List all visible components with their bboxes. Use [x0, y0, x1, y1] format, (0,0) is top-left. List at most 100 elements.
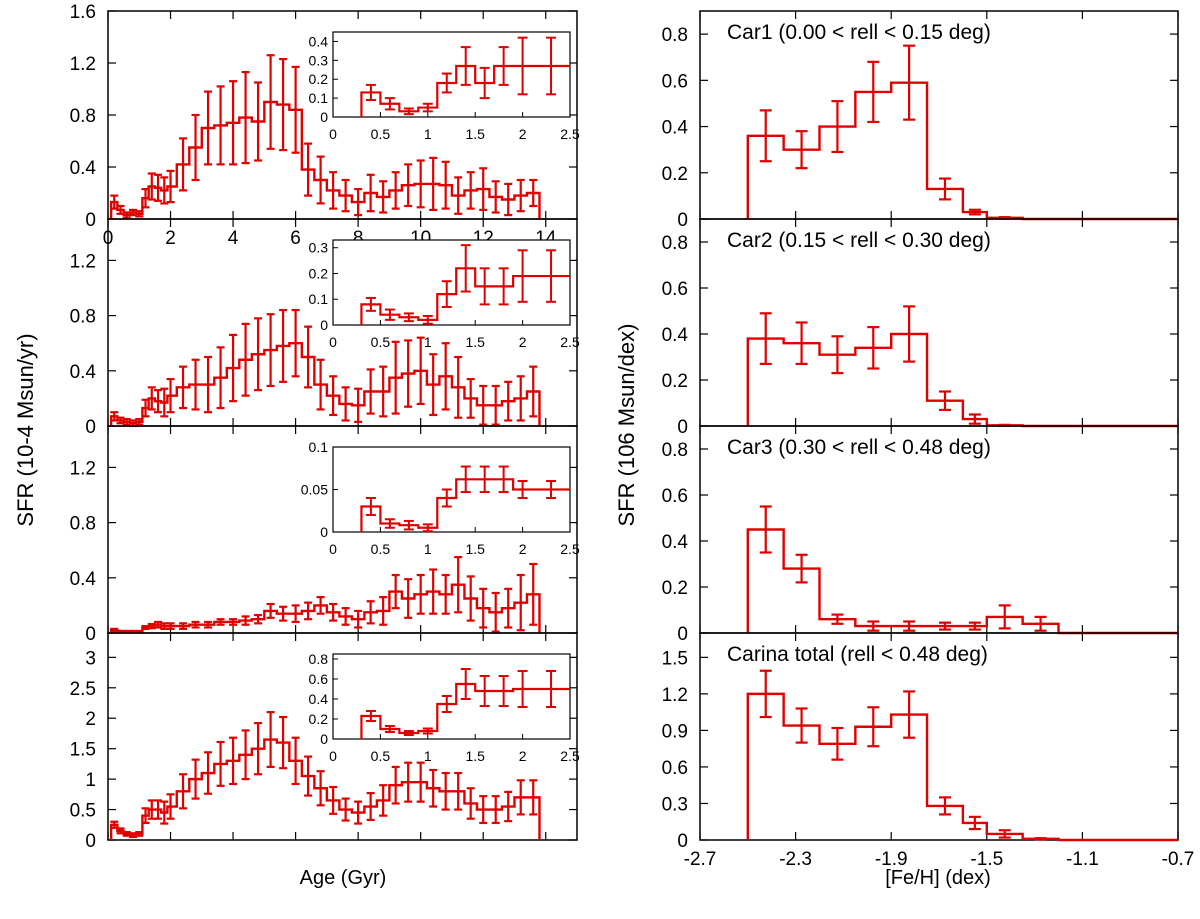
panel-age-3: 0 0.4 0.8 1.2 0 0.05 0.1 0 0.5 1 1.5 2 2.5: [70, 425, 580, 645]
y-tick-label: 0.6: [662, 486, 688, 507]
error-bar: [147, 172, 156, 201]
y-tick-label: 1.2: [70, 54, 96, 75]
inset-x-tick-label: 0: [329, 541, 337, 557]
y-tick-label: 0: [677, 831, 688, 852]
error-bar: [379, 365, 388, 418]
error-bar: [154, 173, 163, 202]
error-bar: [341, 178, 350, 213]
error-bar: [254, 613, 263, 625]
error-bar: [391, 171, 400, 210]
error-bar: [529, 562, 538, 626]
x-tick-label: -2.7: [684, 849, 717, 870]
y-tick-label: 0: [677, 210, 688, 231]
error-bar: [229, 618, 238, 626]
error-bar: [831, 726, 844, 761]
inset-x-tick-label: 2.5: [560, 126, 580, 142]
error-bar: [316, 596, 325, 615]
error-bar: [154, 389, 163, 414]
inset-error-bar: [441, 72, 452, 94]
error-bar: [441, 342, 450, 411]
x-tick-label: 8: [353, 228, 364, 249]
inset-error-bar: [498, 267, 509, 306]
inset-x-tick-label: 0.5: [371, 541, 391, 557]
inset-error-bar: [403, 107, 414, 116]
error-bar: [938, 177, 951, 201]
inset-error-bar: [498, 675, 509, 707]
error-bar: [204, 90, 213, 166]
histogram-feh-2: [746, 332, 1178, 428]
error-bar: [441, 160, 450, 210]
inset-error-bar: [403, 519, 414, 531]
error-bar: [379, 784, 388, 817]
error-bar: [279, 308, 288, 383]
y-tick-label: 1.2: [70, 251, 96, 272]
inset-age-2: 0 0.1 0.2 0.3 0 0.5 1 1.5 2 2.5: [309, 239, 580, 350]
inset-x-tick-label: 0: [329, 126, 337, 142]
error-bar: [216, 618, 225, 626]
x-tick-label: 2: [165, 228, 176, 249]
error-bar: [391, 340, 400, 415]
y-tick-label: 0.8: [662, 440, 688, 461]
error-bar: [454, 176, 463, 215]
y-tick-label: 1: [85, 770, 96, 791]
error-bar: [516, 178, 525, 213]
inset-age-3: 0 0.05 0.1 0 0.5 1 1.5 2 2.5: [301, 439, 580, 557]
inset-error-bar: [479, 66, 490, 100]
error-bar: [116, 827, 125, 835]
error-bar: [1034, 615, 1047, 632]
error-bar: [329, 375, 338, 417]
error-bar: [341, 386, 350, 422]
error-bar: [529, 779, 538, 816]
right-y-axis-label-text: SFR (106 Msun/dex): [614, 324, 639, 527]
error-bar: [216, 346, 225, 410]
inset-x-tick-label: 2: [519, 748, 527, 764]
error-bar: [266, 313, 275, 388]
error-bar: [404, 578, 413, 619]
error-bar: [379, 180, 388, 214]
error-bar: [466, 171, 475, 210]
inset-y-tick-label: 0: [320, 109, 328, 125]
inset-error-bar: [422, 523, 433, 533]
inset-error-bar: [517, 670, 528, 708]
inset-error-bar: [365, 710, 376, 722]
x-tick-label: -2.3: [779, 849, 812, 870]
inset-x-tick-label: 2: [519, 541, 527, 557]
error-bar: [1034, 837, 1047, 841]
error-bar: [160, 387, 169, 418]
inset-error-bar: [498, 46, 509, 86]
inset-error-bar: [517, 480, 528, 499]
y-tick-label: 0: [677, 417, 688, 438]
error-bar: [166, 622, 175, 630]
inset-error-bar: [546, 480, 557, 499]
error-bar: [759, 505, 772, 554]
error-bar: [366, 368, 375, 415]
inset-error-bar: [479, 465, 490, 494]
error-bar: [354, 387, 363, 423]
inset-x-tick-label: 1: [424, 541, 432, 557]
error-bar: [110, 194, 119, 210]
inset-histogram: [360, 64, 570, 117]
error-bar: [454, 355, 463, 419]
error-bar: [291, 604, 300, 624]
inset-x-tick-label: 1: [424, 748, 432, 764]
inset-x-tick-label: 2: [519, 334, 527, 350]
error-bar: [254, 317, 263, 392]
error-bar: [179, 773, 188, 810]
inset-x-tick-label: 0.5: [371, 334, 391, 350]
error-bar: [316, 770, 325, 807]
error-bar: [491, 384, 500, 426]
error-bar: [191, 113, 200, 182]
error-bar: [279, 715, 288, 770]
panel-frame: [107, 632, 578, 841]
error-bar: [291, 308, 300, 378]
inset-x-tick-label: 2.5: [560, 541, 580, 557]
inset-y-tick-label: 0.4: [309, 691, 329, 707]
x-tick-label: -1.9: [875, 849, 908, 870]
y-tick-label: 0.3: [662, 794, 688, 815]
inset-error-bar: [546, 670, 557, 708]
histogram-feh-3: [746, 528, 1178, 635]
error-bar: [229, 80, 238, 166]
error-bar: [529, 178, 538, 208]
inset-error-bar: [384, 97, 395, 111]
